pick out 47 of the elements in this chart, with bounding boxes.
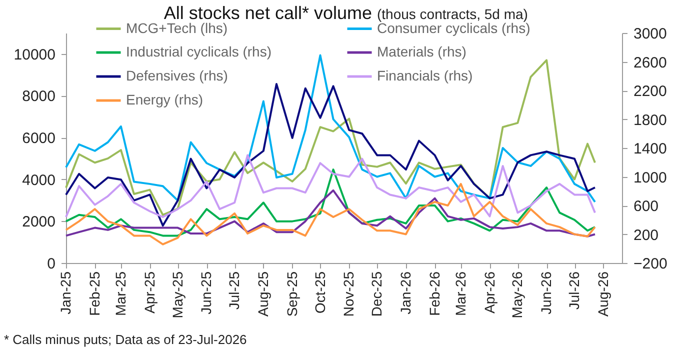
line-series xyxy=(65,182,596,246)
x-tick-label: Jul-26 xyxy=(566,271,582,310)
legend-label: Industrial cyclicals (rhs) xyxy=(126,44,272,60)
chart-subtitle: (thous contracts, 5d ma) xyxy=(377,6,528,22)
x-tick-label: Aug-26 xyxy=(594,271,611,317)
y2-tick-label: 1800 xyxy=(634,112,667,129)
y-tick-label: 0 xyxy=(47,256,56,272)
x-tick-label: Aug-25 xyxy=(254,271,271,317)
y-tick-label: 8000 xyxy=(22,88,56,106)
line-series xyxy=(65,83,596,227)
y-tick-label: 2000 xyxy=(22,214,56,231)
x-tick-label: May-26 xyxy=(509,271,526,318)
y2-tick-label: −200 xyxy=(634,256,668,272)
x-tick-label: Jul-25 xyxy=(226,271,242,310)
legend-label: Defensives (rhs) xyxy=(126,68,228,84)
x-tick-label: Apr-26 xyxy=(481,271,498,314)
x-tick-label: Feb-25 xyxy=(86,271,102,316)
y2-tick-label: 1000 xyxy=(634,169,667,186)
x-tick-label: Jan-26 xyxy=(397,271,414,314)
x-tick-label: Jan-25 xyxy=(58,271,74,314)
y2-tick-label: 600 xyxy=(634,198,659,215)
y2-tick-label: 200 xyxy=(634,226,659,244)
y2-tick-label: 2600 xyxy=(634,54,667,72)
x-tick-label: Jun-25 xyxy=(198,271,214,314)
line-series xyxy=(65,168,596,237)
y2-tick-label: 1400 xyxy=(634,140,667,158)
legend-label: Financials (rhs) xyxy=(377,68,473,84)
line-series xyxy=(65,154,596,218)
x-tick-label: Jun-26 xyxy=(538,271,554,314)
y2-tick-label: 3000 xyxy=(634,26,667,42)
x-tick-label: Mar-26 xyxy=(452,271,468,316)
y-tick-label: 6000 xyxy=(22,130,56,148)
x-tick-label: Feb-26 xyxy=(426,271,442,316)
x-tick-label: May-25 xyxy=(169,271,186,318)
x-tick-label: Apr-25 xyxy=(141,271,158,314)
y-tick-label: 10000 xyxy=(14,46,56,64)
legend-label: Materials (rhs) xyxy=(377,44,466,60)
x-tick-label: Nov-25 xyxy=(340,271,357,317)
x-tick-label: Oct-25 xyxy=(312,271,328,314)
y-tick-label: 4000 xyxy=(22,172,56,189)
text: * Calls minus puts; Data as of 23-Jul-2026 xyxy=(4,332,247,347)
x-tick-label: Mar-25 xyxy=(112,271,128,316)
legend-label: Energy (rhs) xyxy=(126,92,204,108)
line-series xyxy=(65,189,596,238)
x-tick-label: Dec-25 xyxy=(368,271,385,317)
y2-tick-label: 2200 xyxy=(634,83,667,100)
x-tick-label: Sep-25 xyxy=(284,271,300,317)
